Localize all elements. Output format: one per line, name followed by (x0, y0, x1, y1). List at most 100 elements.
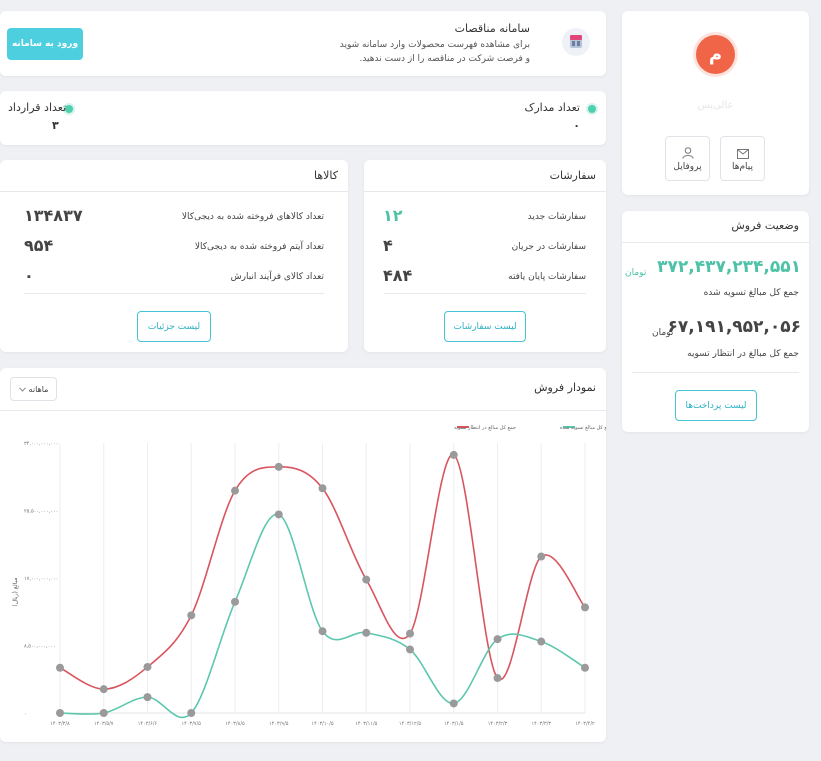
sales-status-card: وضعیت فروش ۳۷۲,۴۳۷,۲۳۴,۵۵۱ تومان جمع کل … (622, 211, 809, 432)
data-point[interactable] (449, 450, 458, 459)
contracts-label: تعداد قرارداد (8, 101, 67, 114)
new-orders-label: سفارشات جدید (527, 212, 586, 222)
data-point[interactable] (537, 552, 546, 561)
x-tick-label: ۱۴۰۳/۵/۷ (94, 721, 114, 727)
sold-items-value: ۹۵۴ (24, 236, 54, 255)
in-progress-orders-label: سفارشات در جریان (511, 242, 586, 252)
data-point[interactable] (581, 663, 589, 672)
data-point[interactable] (493, 635, 502, 644)
pending-label: جمع کل مبالغ در انتظار تسویه (687, 349, 799, 359)
data-point[interactable] (493, 674, 502, 683)
avatar: م (696, 35, 735, 74)
tender-line1: برای مشاهده فهرست محصولات وارد سامانه شو… (339, 40, 530, 50)
data-point[interactable] (56, 709, 64, 717)
sales-status-title: وضعیت فروش (731, 219, 799, 232)
series-line (59, 513, 586, 719)
data-point[interactable] (449, 699, 458, 708)
sold-goods-label: تعداد کالاهای فروخته شده به دیجی‌کالا (181, 212, 324, 222)
data-point[interactable] (274, 462, 283, 471)
new-orders-value: ۱۲ (383, 206, 403, 225)
payments-list-button[interactable]: لیست پرداخت‌ها (675, 390, 757, 421)
x-tick-label: ۱۴۰۳/۳/۸ (50, 721, 70, 727)
data-point[interactable] (581, 603, 589, 612)
period-select-value: ماهانه (28, 384, 49, 394)
pending-amount: ۶۷,۱۹۱,۹۵۲,۰۵۶ (667, 317, 801, 337)
data-point[interactable] (537, 637, 546, 646)
pending-unit: تومان (652, 328, 674, 338)
data-point[interactable] (187, 709, 196, 717)
sales-chart-title: نمودار فروش (534, 381, 596, 394)
data-point[interactable] (362, 575, 371, 584)
contracts-value: ۳ (52, 119, 59, 132)
profile-card: م عالی‌پس پیام‌ها پروفایل (622, 11, 809, 195)
data-point[interactable] (99, 685, 108, 694)
sold-items-label: تعداد آیتم فروخته شده به دیجی‌کالا (194, 242, 324, 252)
data-point[interactable] (56, 663, 64, 672)
data-point[interactable] (143, 693, 152, 702)
details-list-button[interactable]: لیست جزئیات (137, 311, 211, 342)
divider (0, 191, 348, 192)
storage-value: ۰ (24, 266, 34, 285)
sales-line-chart: ۰ ۸,۵۰۰,۰۰۰,۰۰۰ ۱۷,۰۰۰,۰۰۰,۰۰۰ ۲۵,۵۰۰,۰۰۰,۰… (12, 425, 606, 727)
data-point[interactable] (231, 486, 239, 495)
x-tick-label: ۱۴۰۳/۹/۵ (269, 721, 289, 727)
settled-unit: تومان (625, 268, 647, 278)
x-tick-label: ۱۴۰۳/۳/۳ (532, 721, 552, 727)
done-orders-label: سفارشات پایان یافته (508, 272, 586, 282)
orders-list-button[interactable]: لیست سفارشات (444, 311, 526, 342)
data-point[interactable] (231, 597, 239, 606)
divider (384, 293, 586, 294)
y-tick-label: ۲۵,۵۰۰,۰۰۰,۰۰۰ (24, 509, 58, 515)
data-point[interactable] (318, 627, 327, 636)
y-tick-label: ۱۷,۰۰۰,۰۰۰,۰۰۰ (24, 576, 58, 582)
orders-card: سفارشات سفارشات جدید ۱۲ سفارشات در جریان… (364, 160, 606, 352)
enter-system-button[interactable]: ورود به سامانه (7, 28, 83, 60)
data-point[interactable] (362, 628, 371, 637)
divider (632, 372, 799, 373)
legend-label: جمع کل مبالغ در انتظار تسویه (454, 425, 516, 431)
data-point[interactable] (99, 709, 108, 717)
divider (24, 293, 324, 294)
tender-icon (562, 28, 590, 56)
x-tick-label: ۱۴۰۳/۱۲/۵ (399, 721, 421, 727)
mail-icon (737, 149, 749, 159)
divider (622, 242, 809, 243)
y-tick-label: ۳۴,۰۰۰,۰۰۰,۰۰۰ (24, 441, 58, 447)
data-point[interactable] (143, 662, 152, 671)
x-tick-label: ۱۴۰۳/۲/۳ (488, 721, 508, 727)
x-tick-label: ۱۴۰۳/۸/۵ (225, 721, 245, 727)
user-icon (682, 147, 694, 159)
data-point[interactable] (274, 510, 283, 519)
tender-line2: و فرصت شرکت در مناقصه را از دست ندهید. (359, 54, 530, 64)
docs-label: تعداد مدارک (524, 101, 580, 114)
messages-label: پیام‌ها (731, 162, 754, 172)
sold-goods-value: ۱۳۴۸۳۷ (24, 206, 83, 225)
counts-card: تعداد مدارک ۰ تعداد قرارداد ۳ (0, 91, 606, 145)
docs-dot (588, 105, 596, 113)
docs-value: ۰ (573, 119, 580, 132)
y-axis-label: مبالغ (ریال) (12, 577, 19, 606)
storage-label: تعداد کالای فرآیند انبارش (230, 272, 324, 282)
divider (364, 191, 606, 192)
goods-title: کالاها (313, 169, 338, 182)
data-point[interactable] (187, 611, 196, 620)
data-point[interactable] (406, 645, 414, 654)
done-orders-value: ۴۸۴ (383, 266, 413, 285)
chevron-down-icon (18, 386, 26, 392)
y-tick-label: ۸,۵۰۰,۰۰۰,۰۰۰ (24, 644, 56, 650)
data-point[interactable] (318, 484, 327, 493)
y-tick-label: ۰ (24, 711, 27, 717)
divider (0, 410, 606, 411)
contracts-dot (65, 105, 73, 113)
tender-banner: سامانه مناقصات برای مشاهده فهرست محصولات… (0, 11, 606, 76)
data-point[interactable] (406, 629, 414, 638)
x-tick-label: ۱۴۰۳/۴/۲ (575, 721, 595, 727)
tender-title: سامانه مناقصات (454, 22, 530, 35)
settled-label: جمع کل مبالغ تسویه شده (703, 288, 799, 298)
profile-name: عالی‌پس (697, 100, 734, 111)
messages-button[interactable]: پیام‌ها (720, 136, 765, 181)
avatar-letter: م (708, 44, 723, 65)
period-select[interactable]: ماهانه (10, 377, 57, 401)
x-tick-label: ۱۴۰۳/۱/۵ (444, 721, 464, 727)
profile-button[interactable]: پروفایل (665, 136, 710, 181)
